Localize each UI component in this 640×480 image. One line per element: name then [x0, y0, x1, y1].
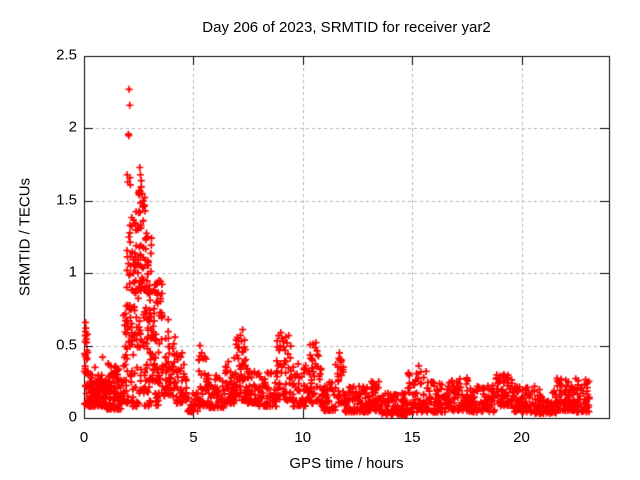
y-tick-label: 0.5 [56, 336, 77, 354]
x-axis-label: GPS time / hours [289, 455, 404, 472]
y-tick-label: 2.5 [56, 46, 77, 64]
y-tick-label: 1.5 [56, 191, 77, 209]
y-axis-label: SRMTID / TECUs [16, 177, 34, 297]
x-tick-label: 20 [513, 429, 530, 446]
chart-title: Day 206 of 2023, SRMTID for receiver yar… [202, 19, 491, 36]
x-tick-label: 15 [403, 429, 421, 446]
x-tick-label: 0 [79, 429, 89, 446]
y-tick-label: 1 [68, 263, 77, 281]
y-tick-label: 0 [68, 408, 77, 426]
x-tick-label: 10 [294, 429, 312, 446]
y-tick-label: 2 [68, 119, 77, 137]
x-tick-label: 5 [189, 429, 198, 446]
